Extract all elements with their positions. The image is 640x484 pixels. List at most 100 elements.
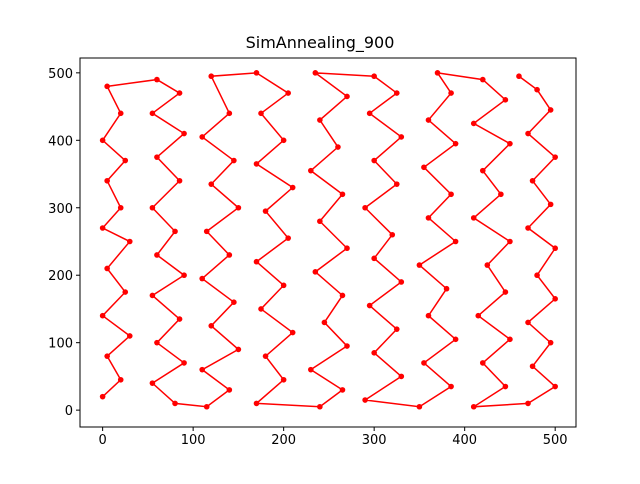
city-point (529, 363, 536, 370)
city-point (280, 376, 287, 383)
city-point (362, 204, 368, 211)
city-point (547, 201, 554, 208)
city-point (393, 326, 400, 332)
city-point (479, 360, 486, 366)
city-point (393, 181, 400, 187)
city-point (552, 154, 558, 160)
city-point (498, 191, 504, 198)
city-point (507, 238, 513, 245)
city-point (389, 231, 396, 238)
city-point (253, 258, 260, 265)
city-point (479, 76, 486, 83)
city-point (398, 134, 405, 140)
city-point (308, 167, 314, 174)
x-tick-label: 100 (181, 433, 206, 448)
city-point (525, 225, 531, 231)
city-point (199, 275, 205, 282)
city-point (371, 157, 377, 164)
city-point (529, 177, 536, 184)
city-point (398, 373, 405, 380)
city-point (235, 346, 242, 353)
city-point (421, 164, 427, 171)
city-point (547, 339, 554, 346)
city-point (231, 157, 237, 164)
city-point (149, 110, 156, 117)
city-point (104, 265, 110, 272)
y-tick-label: 500 (48, 67, 73, 82)
city-point (258, 306, 264, 312)
city-point (253, 400, 260, 407)
city-point (443, 285, 450, 292)
city-point (371, 255, 377, 262)
city-point (448, 383, 454, 390)
city-point (117, 110, 124, 117)
x-tick-label: 0 (98, 433, 106, 448)
tour-line (101, 71, 557, 408)
y-tick-label: 200 (48, 269, 73, 284)
city-point (181, 130, 187, 137)
city-point (226, 387, 233, 393)
city-point (344, 343, 350, 349)
city-point (525, 400, 531, 407)
city-point (452, 336, 459, 343)
city-point (479, 167, 486, 174)
y-tick-label: 300 (48, 202, 73, 217)
city-point (452, 238, 459, 245)
city-point (552, 245, 558, 252)
city-point (231, 299, 237, 306)
city-point (126, 333, 133, 339)
city-point (507, 140, 513, 147)
city-point (321, 319, 328, 326)
city-point (470, 215, 477, 221)
city-point (149, 204, 156, 211)
city-point (154, 76, 160, 83)
city-point (425, 117, 432, 123)
city-point (253, 161, 260, 167)
city-point (393, 90, 400, 96)
city-point (534, 86, 540, 93)
city-point (99, 137, 106, 144)
city-point (371, 73, 377, 80)
city-point (416, 403, 423, 410)
city-point (366, 302, 373, 309)
axes-frame (79, 57, 577, 428)
y-tick-label: 400 (48, 134, 73, 149)
city-point (99, 312, 106, 319)
city-point (208, 73, 215, 80)
city-point (285, 235, 291, 241)
city-point (312, 269, 319, 275)
city-point (425, 215, 432, 221)
city-point (126, 238, 133, 245)
city-point (398, 279, 405, 285)
x-tick-label: 300 (362, 433, 387, 448)
city-point (235, 204, 242, 211)
city-point (339, 292, 346, 299)
city-point (262, 353, 269, 359)
city-point (421, 360, 427, 366)
city-point (534, 272, 540, 279)
city-point (552, 383, 558, 390)
city-point (448, 191, 454, 198)
city-point (502, 383, 509, 390)
city-point (339, 191, 346, 198)
city-point (208, 181, 215, 187)
city-point (176, 316, 183, 322)
city-point (262, 208, 269, 214)
city-point (285, 90, 291, 96)
city-point (339, 387, 346, 393)
city-point (470, 120, 477, 127)
city-point (226, 110, 233, 117)
city-point (416, 262, 423, 268)
city-point (502, 289, 509, 295)
city-point (154, 154, 160, 160)
x-tick-label: 400 (452, 433, 477, 448)
x-tick-label: 500 (543, 433, 568, 448)
city-point (99, 393, 106, 400)
city-point (344, 93, 350, 100)
city-point (525, 319, 531, 326)
city-point (117, 376, 124, 383)
city-point (181, 360, 187, 366)
city-point (552, 296, 558, 302)
city-point (280, 137, 287, 144)
city-point (516, 73, 522, 80)
